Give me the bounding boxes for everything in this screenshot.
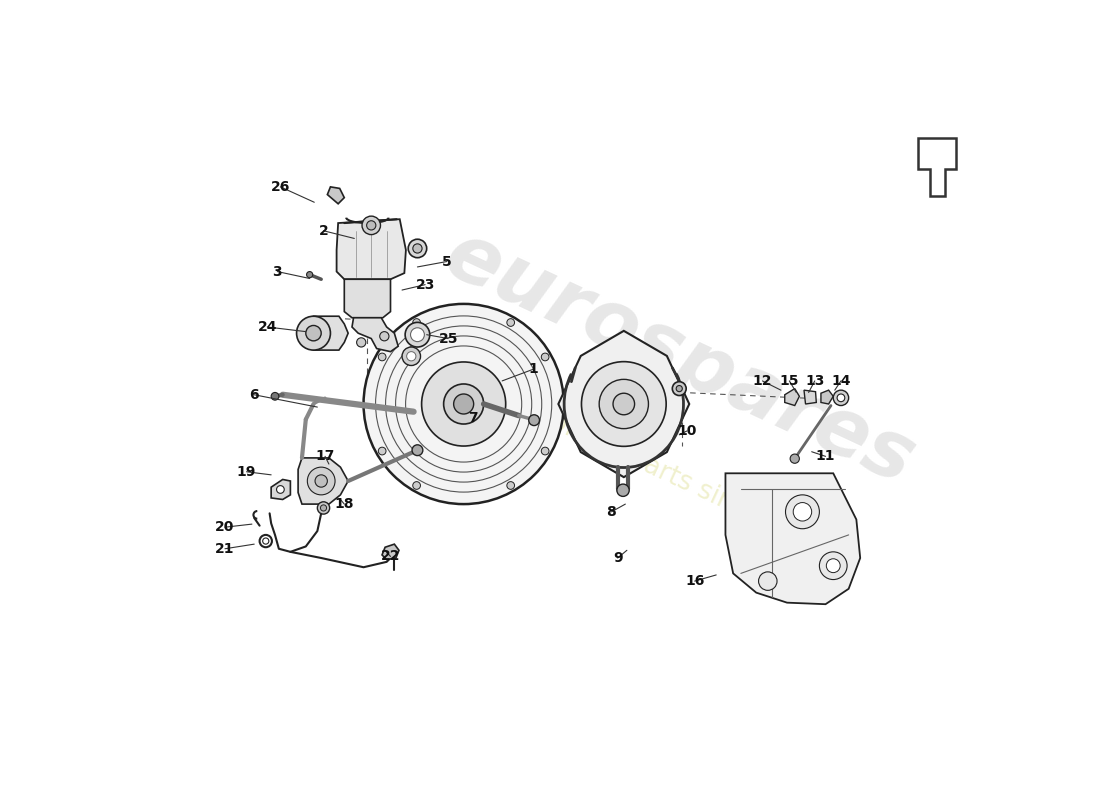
Text: 16: 16 xyxy=(685,574,704,588)
Polygon shape xyxy=(314,316,348,350)
Circle shape xyxy=(541,447,549,455)
Text: 11: 11 xyxy=(816,450,835,463)
Circle shape xyxy=(378,447,386,455)
Text: 14: 14 xyxy=(832,374,850,388)
Text: 9: 9 xyxy=(613,551,623,565)
Polygon shape xyxy=(344,279,390,318)
Circle shape xyxy=(793,502,812,521)
Text: 8: 8 xyxy=(606,505,616,519)
Circle shape xyxy=(412,482,420,490)
Circle shape xyxy=(408,239,427,258)
Circle shape xyxy=(276,486,284,494)
Circle shape xyxy=(412,244,422,253)
Circle shape xyxy=(317,502,330,514)
Text: 13: 13 xyxy=(805,374,825,388)
Circle shape xyxy=(363,304,563,504)
Circle shape xyxy=(412,445,422,455)
Circle shape xyxy=(407,352,416,361)
Circle shape xyxy=(263,538,268,544)
Text: 2: 2 xyxy=(319,224,329,238)
Circle shape xyxy=(790,454,800,463)
Circle shape xyxy=(356,338,366,347)
Circle shape xyxy=(315,475,328,487)
Circle shape xyxy=(507,482,515,490)
Circle shape xyxy=(271,393,279,400)
Circle shape xyxy=(529,414,539,426)
Text: 1: 1 xyxy=(528,362,538,376)
Polygon shape xyxy=(917,138,957,196)
Circle shape xyxy=(826,558,840,573)
Polygon shape xyxy=(298,458,348,504)
Circle shape xyxy=(297,316,330,350)
Circle shape xyxy=(759,572,777,590)
Text: eurospares: eurospares xyxy=(432,215,926,501)
Circle shape xyxy=(676,386,682,392)
Text: 26: 26 xyxy=(271,180,290,194)
Text: 22: 22 xyxy=(381,550,400,563)
Circle shape xyxy=(379,332,389,341)
Circle shape xyxy=(834,390,849,406)
Text: 21: 21 xyxy=(216,542,234,556)
Polygon shape xyxy=(726,474,860,604)
Circle shape xyxy=(306,326,321,341)
Circle shape xyxy=(307,467,336,495)
Text: 25: 25 xyxy=(439,331,458,346)
Circle shape xyxy=(582,362,667,446)
Circle shape xyxy=(378,353,386,361)
Text: 19: 19 xyxy=(236,465,256,478)
Circle shape xyxy=(507,318,515,326)
Polygon shape xyxy=(271,479,290,499)
Circle shape xyxy=(600,379,648,429)
Text: 20: 20 xyxy=(216,520,234,534)
Circle shape xyxy=(672,382,686,395)
Circle shape xyxy=(453,394,474,414)
Circle shape xyxy=(320,505,327,511)
Polygon shape xyxy=(804,390,816,404)
Circle shape xyxy=(837,394,845,402)
Circle shape xyxy=(617,484,629,496)
Circle shape xyxy=(402,347,420,366)
Circle shape xyxy=(541,353,549,361)
Polygon shape xyxy=(337,219,406,279)
Polygon shape xyxy=(382,544,399,559)
Circle shape xyxy=(410,328,425,342)
Text: 6: 6 xyxy=(250,388,258,402)
Circle shape xyxy=(421,362,506,446)
Polygon shape xyxy=(821,390,834,404)
Text: 10: 10 xyxy=(678,424,696,438)
Circle shape xyxy=(307,271,312,278)
Text: 23: 23 xyxy=(416,278,434,292)
Text: 12: 12 xyxy=(752,374,772,388)
Polygon shape xyxy=(352,318,398,352)
Text: 7: 7 xyxy=(469,411,477,425)
Text: 15: 15 xyxy=(780,374,799,388)
Text: 17: 17 xyxy=(316,450,334,463)
Circle shape xyxy=(405,322,430,347)
Polygon shape xyxy=(784,389,800,406)
Circle shape xyxy=(366,221,376,230)
Text: a passion for parts since 1985: a passion for parts since 1985 xyxy=(462,370,835,562)
Circle shape xyxy=(443,384,484,424)
Circle shape xyxy=(785,495,820,529)
Text: 18: 18 xyxy=(334,497,354,511)
Polygon shape xyxy=(328,187,344,204)
Circle shape xyxy=(362,216,381,234)
Circle shape xyxy=(412,318,420,326)
Polygon shape xyxy=(559,331,690,477)
Text: 5: 5 xyxy=(442,254,452,269)
Circle shape xyxy=(613,394,635,414)
Circle shape xyxy=(820,552,847,579)
Text: 24: 24 xyxy=(257,320,277,334)
Text: 3: 3 xyxy=(273,265,282,278)
